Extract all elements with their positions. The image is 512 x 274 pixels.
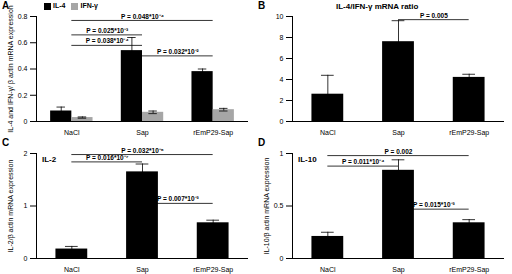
svg-text:Sap: Sap	[136, 129, 149, 137]
svg-text:6: 6	[280, 55, 284, 62]
svg-text:0.8: 0.8	[18, 13, 28, 20]
svg-text:0.5: 0.5	[274, 202, 284, 209]
html-text:IL-2: IL-2	[42, 155, 57, 164]
svg-text:1: 1	[280, 150, 284, 157]
svg-text:IL-10/β actin mRNA expression: IL-10/β actin mRNA expression	[263, 158, 271, 255]
html-text:B: B	[258, 0, 266, 11]
html-text:IL-4: IL-4	[53, 2, 66, 9]
svg-text:0: 0	[280, 255, 284, 262]
svg-text:10: 10	[276, 13, 284, 20]
svg-text:IL-4 and IFN-γ/ β actin mRNA e: IL-4 and IFN-γ/ β actin mRNA expression	[7, 5, 15, 132]
html-text:C: C	[2, 137, 10, 148]
svg-text:2: 2	[280, 97, 284, 104]
svg-text:P = 0.032*10⁻²: P = 0.032*10⁻²	[157, 48, 200, 55]
html-text:IFN-γ: IFN-γ	[80, 2, 98, 9]
svg-text:IL-2/β actin mRNA expression: IL-2/β actin mRNA expression	[7, 160, 15, 253]
svg-text:rEmP29-Sap: rEmP29-Sap	[193, 266, 233, 274]
svg-text:0.2: 0.2	[18, 91, 28, 98]
svg-text:0: 0	[280, 118, 284, 125]
svg-text:rEmP29-Sap: rEmP29-Sap	[193, 129, 233, 137]
svg-text:P = 0.048*10⁻⁴: P = 0.048*10⁻⁴	[121, 13, 164, 20]
html-text:A: A	[2, 0, 10, 11]
svg-text:rEmP29-Sap: rEmP29-Sap	[449, 129, 489, 137]
html-text:D: D	[258, 137, 266, 148]
svg-text:P = 0.016*10⁻⁷: P = 0.016*10⁻⁷	[86, 154, 129, 161]
svg-text:Sap: Sap	[136, 266, 149, 274]
svg-text:P = 0.038*10⁻⁴: P = 0.038*10⁻⁴	[86, 37, 129, 44]
svg-text:Sap: Sap	[392, 266, 405, 274]
svg-text:P = 0.015*10⁻³: P = 0.015*10⁻³	[413, 201, 456, 208]
svg-text:Sap: Sap	[392, 129, 405, 137]
svg-text:2: 2	[24, 150, 28, 157]
html-text:IL-4/IFN-γ mRNA ratio: IL-4/IFN-γ mRNA ratio	[336, 2, 419, 11]
html-text:IL-10: IL-10	[298, 155, 317, 164]
svg-text:P = 0.002: P = 0.002	[385, 148, 413, 155]
svg-text:0: 0	[24, 255, 28, 262]
svg-text:NaCl: NaCl	[320, 266, 336, 273]
svg-text:1: 1	[24, 202, 28, 209]
svg-text:rEmP29-Sap: rEmP29-Sap	[449, 266, 489, 274]
svg-text:0: 0	[24, 118, 28, 125]
svg-text:0.6: 0.6	[18, 39, 28, 46]
svg-text:NaCl: NaCl	[320, 129, 336, 136]
svg-text:4: 4	[280, 76, 284, 83]
svg-text:0.4: 0.4	[18, 65, 28, 72]
svg-text:P = 0.032*10⁻⁶: P = 0.032*10⁻⁶	[121, 147, 164, 154]
svg-text:NaCl: NaCl	[64, 266, 80, 273]
svg-text:P = 0.025*10⁻³: P = 0.025*10⁻³	[86, 27, 129, 34]
svg-text:NaCl: NaCl	[64, 129, 80, 136]
svg-text:P = 0.007*10⁻³: P = 0.007*10⁻³	[157, 195, 200, 202]
svg-text:P = 0.011*10⁻⁴: P = 0.011*10⁻⁴	[342, 158, 385, 165]
svg-text:P = 0.005: P = 0.005	[420, 12, 448, 19]
svg-text:8: 8	[280, 34, 284, 41]
